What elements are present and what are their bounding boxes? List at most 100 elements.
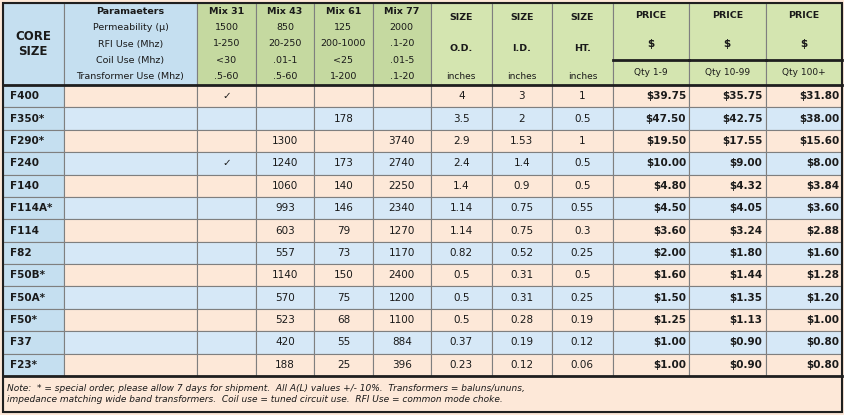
Text: $4.05: $4.05 — [728, 203, 761, 213]
Bar — [63, 219, 197, 242]
Text: 420: 420 — [275, 337, 295, 347]
Text: $0.90: $0.90 — [729, 337, 761, 347]
Bar — [314, 286, 372, 309]
Bar — [314, 107, 372, 130]
Bar — [256, 286, 314, 309]
Bar — [491, 197, 551, 219]
Bar — [372, 130, 430, 152]
Text: 1240: 1240 — [272, 159, 298, 168]
Bar — [612, 286, 688, 309]
Text: $19.50: $19.50 — [645, 136, 685, 146]
Bar — [197, 130, 256, 152]
Bar — [765, 309, 841, 331]
Bar — [765, 354, 841, 376]
Bar — [372, 309, 430, 331]
Text: 0.25: 0.25 — [570, 293, 593, 303]
Text: .01-5: .01-5 — [389, 56, 414, 65]
Text: HT.: HT. — [573, 44, 590, 53]
Bar — [551, 197, 612, 219]
Bar — [430, 219, 491, 242]
Bar — [688, 3, 765, 85]
Text: F290*: F290* — [10, 136, 45, 146]
Text: $17.55: $17.55 — [722, 136, 761, 146]
Text: $0.90: $0.90 — [729, 360, 761, 370]
Bar — [551, 130, 612, 152]
Text: 2340: 2340 — [388, 203, 414, 213]
Text: $1.35: $1.35 — [728, 293, 761, 303]
Text: $1.60: $1.60 — [652, 270, 685, 280]
Text: 1270: 1270 — [388, 225, 414, 235]
Bar — [491, 130, 551, 152]
Bar — [63, 197, 197, 219]
Text: F50B*: F50B* — [10, 270, 46, 280]
Bar — [372, 152, 430, 175]
Bar — [256, 354, 314, 376]
Bar — [491, 309, 551, 331]
Bar — [314, 3, 372, 85]
Bar — [256, 107, 314, 130]
Bar — [314, 197, 372, 219]
Bar — [765, 219, 841, 242]
Bar — [197, 286, 256, 309]
Text: 146: 146 — [333, 203, 353, 213]
Bar — [63, 286, 197, 309]
Text: 178: 178 — [333, 114, 353, 124]
Bar — [256, 264, 314, 286]
Text: $2.88: $2.88 — [805, 225, 838, 235]
Bar — [372, 242, 430, 264]
Text: 2400: 2400 — [388, 270, 414, 280]
Bar — [551, 309, 612, 331]
Bar — [256, 242, 314, 264]
Bar — [430, 85, 491, 107]
Text: Qty 1-9: Qty 1-9 — [633, 68, 667, 77]
Bar — [63, 3, 197, 85]
Bar — [688, 286, 765, 309]
Bar — [765, 331, 841, 354]
Bar — [612, 264, 688, 286]
Text: F114A*: F114A* — [10, 203, 52, 213]
Text: .5-60: .5-60 — [273, 72, 297, 81]
Bar — [372, 197, 430, 219]
Bar — [765, 286, 841, 309]
Text: inches: inches — [446, 72, 475, 81]
Text: $1.80: $1.80 — [728, 248, 761, 258]
Bar — [688, 107, 765, 130]
Text: $38.00: $38.00 — [798, 114, 838, 124]
Bar — [256, 197, 314, 219]
Bar — [63, 152, 197, 175]
Text: Mix 31: Mix 31 — [208, 7, 244, 16]
Bar — [688, 331, 765, 354]
Text: 2250: 2250 — [388, 181, 414, 191]
Text: 850: 850 — [276, 23, 294, 32]
Text: 0.5: 0.5 — [452, 293, 469, 303]
Bar — [63, 85, 197, 107]
Text: F23*: F23* — [10, 360, 37, 370]
Text: $0.80: $0.80 — [805, 360, 838, 370]
Text: 1.4: 1.4 — [452, 181, 469, 191]
Bar — [63, 331, 197, 354]
Text: <25: <25 — [333, 56, 353, 65]
Text: $: $ — [799, 39, 806, 49]
Text: 1: 1 — [578, 136, 585, 146]
Bar — [688, 197, 765, 219]
Bar — [3, 107, 63, 130]
Bar — [63, 354, 197, 376]
Bar — [765, 197, 841, 219]
Text: I.D.: I.D. — [511, 44, 531, 53]
Text: $15.60: $15.60 — [798, 136, 838, 146]
Bar — [314, 152, 372, 175]
Text: $9.00: $9.00 — [729, 159, 761, 168]
Text: 75: 75 — [337, 293, 349, 303]
Text: Permeability (μ): Permeability (μ) — [92, 23, 168, 32]
Text: $1.13: $1.13 — [728, 315, 761, 325]
Text: O.D.: O.D. — [449, 44, 473, 53]
Bar — [197, 264, 256, 286]
Text: 1300: 1300 — [272, 136, 298, 146]
Bar — [688, 309, 765, 331]
Bar — [765, 3, 841, 85]
Bar — [765, 242, 841, 264]
Bar — [688, 354, 765, 376]
Text: F240: F240 — [10, 159, 39, 168]
Bar — [197, 354, 256, 376]
Bar — [765, 85, 841, 107]
